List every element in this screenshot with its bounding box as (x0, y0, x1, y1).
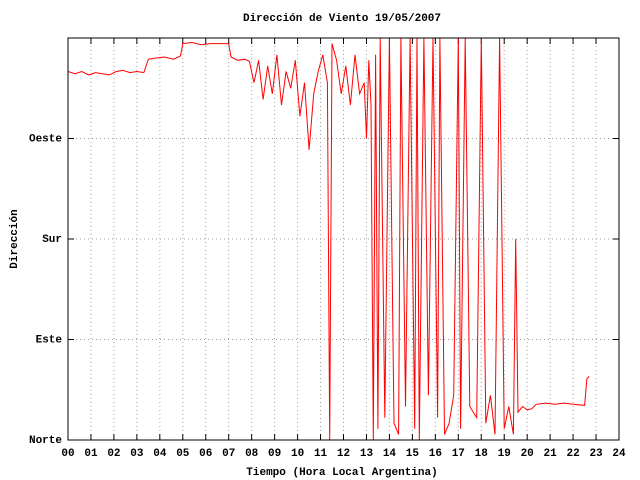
y-tick-label: Este (36, 334, 63, 346)
chart-title: Dirección de Viento 19/05/2007 (243, 13, 441, 25)
x-tick-label: 17 (452, 448, 465, 460)
x-tick-label: 09 (268, 448, 281, 460)
x-tick-label: 02 (107, 448, 120, 460)
x-tick-label: 08 (245, 448, 259, 460)
x-tick-label: 11 (314, 448, 328, 460)
x-tick-label: 14 (383, 448, 397, 460)
x-axis-label: Tiempo (Hora Local Argentina) (246, 467, 437, 479)
x-tick-label: 04 (153, 448, 167, 460)
x-tick-label: 10 (291, 448, 304, 460)
x-tick-label: 07 (222, 448, 235, 460)
y-axis-label: Dirección (9, 209, 21, 268)
x-tick-label: 24 (612, 448, 626, 460)
x-tick-label: 19 (498, 448, 511, 460)
x-tick-label: 22 (566, 448, 579, 460)
plot-frame (67, 37, 620, 441)
x-tick-label: 00 (61, 448, 74, 460)
y-tick-label: Norte (29, 435, 62, 447)
data-line (67, 37, 590, 441)
x-tick-label: 16 (429, 448, 442, 460)
x-tick-label: 12 (337, 448, 350, 460)
x-tick-label: 13 (360, 448, 374, 460)
x-tick-label: 01 (84, 448, 98, 460)
y-tick-label: Oeste (29, 133, 62, 145)
x-tick-label: 21 (544, 448, 558, 460)
x-tick-label: 05 (176, 448, 190, 460)
x-tick-label: 06 (199, 448, 212, 460)
x-tick-label: 23 (589, 448, 603, 460)
x-tick-label: 15 (406, 448, 420, 460)
x-tick-label: 18 (475, 448, 489, 460)
y-tick-label: Sur (42, 234, 62, 246)
x-tick-label: 03 (130, 448, 144, 460)
x-tick-label: 20 (521, 448, 534, 460)
